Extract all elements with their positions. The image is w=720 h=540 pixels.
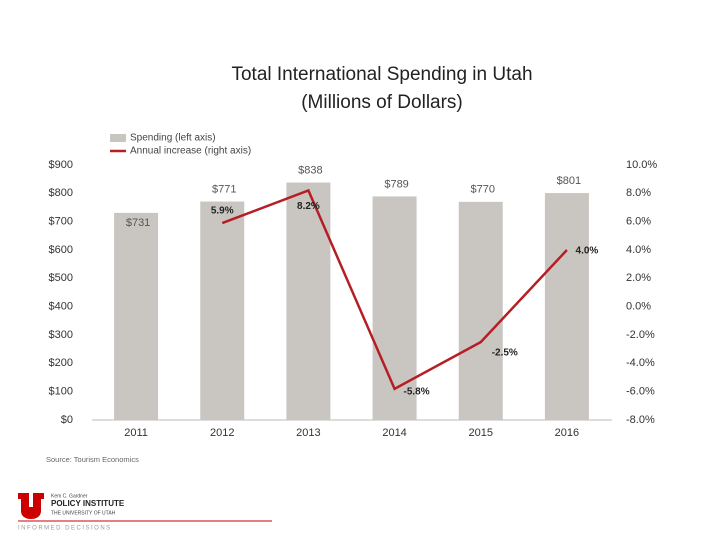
y-tick-label: $500 <box>49 272 73 284</box>
y2-tick-label: -4.0% <box>626 357 655 369</box>
bar <box>372 196 417 420</box>
legend-label: Annual increase (right axis) <box>130 146 251 157</box>
y-tick-label: $400 <box>49 301 73 313</box>
bar-value-label: $789 <box>384 178 408 190</box>
y-tick-label: $0 <box>61 414 73 426</box>
bar-value-label: $771 <box>212 183 236 195</box>
x-tick-label: 2015 <box>469 427 493 439</box>
bar-value-label: $770 <box>471 184 495 196</box>
x-tick-label: 2016 <box>555 427 579 439</box>
y2-tick-label: -2.0% <box>626 329 655 341</box>
line-value-label: -2.5% <box>492 348 518 359</box>
y-tick-label: $800 <box>49 187 73 199</box>
chart-subtitle: (Millions of Dollars) <box>301 92 463 113</box>
bar-value-label: $838 <box>298 164 322 176</box>
y2-tick-label: 6.0% <box>626 216 651 228</box>
bar <box>286 182 331 420</box>
y-tick-label: $200 <box>49 357 73 369</box>
x-tick-label: 2011 <box>124 427 148 439</box>
line <box>221 188 568 391</box>
x-tick-label: 2013 <box>296 427 320 439</box>
x-tick-label: 2014 <box>382 427 406 439</box>
y2-tick-label: 10.0% <box>626 159 657 171</box>
chart-title: Total International Spending in Utah <box>231 64 532 85</box>
logo-tagline: INFORMED DECISIONS <box>18 526 112 532</box>
logo-line: POLICY INSTITUTE <box>51 499 125 508</box>
y2-tick-label: -8.0% <box>626 414 655 426</box>
logo-mark <box>18 493 44 519</box>
bar <box>544 193 589 420</box>
y-tick-label: $300 <box>49 329 73 341</box>
line-value-label: 8.2% <box>297 201 320 212</box>
line-value-label: -5.8% <box>404 386 430 397</box>
bar-value-label: $801 <box>557 175 581 187</box>
y-tick-label: $600 <box>49 244 73 256</box>
y-tick-label: $100 <box>49 386 73 398</box>
source: Source: Tourism Economics <box>46 455 139 464</box>
y2-tick-label: 2.0% <box>626 272 651 284</box>
bar <box>458 201 503 420</box>
bar <box>200 201 245 420</box>
line-value-label: 5.9% <box>211 206 234 217</box>
bar <box>114 212 159 420</box>
y2-tick-label: -6.0% <box>626 386 655 398</box>
legend-swatch <box>110 134 126 142</box>
logo-line: THE UNIVERSITY OF UTAH <box>51 510 116 516</box>
y-tick-label: $900 <box>49 159 73 171</box>
x-tick-label: 2012 <box>210 427 234 439</box>
y2-tick-label: 4.0% <box>626 244 651 256</box>
y2-tick-label: 0.0% <box>626 301 651 313</box>
line-value-label: 4.0% <box>576 246 599 257</box>
bar-value-label: $731 <box>126 217 150 229</box>
logo-line: Kem C. Gardner <box>51 493 88 499</box>
y2-tick-label: 8.0% <box>626 187 651 199</box>
y-tick-label: $700 <box>49 216 73 228</box>
legend-label: Spending (left axis) <box>130 133 216 144</box>
